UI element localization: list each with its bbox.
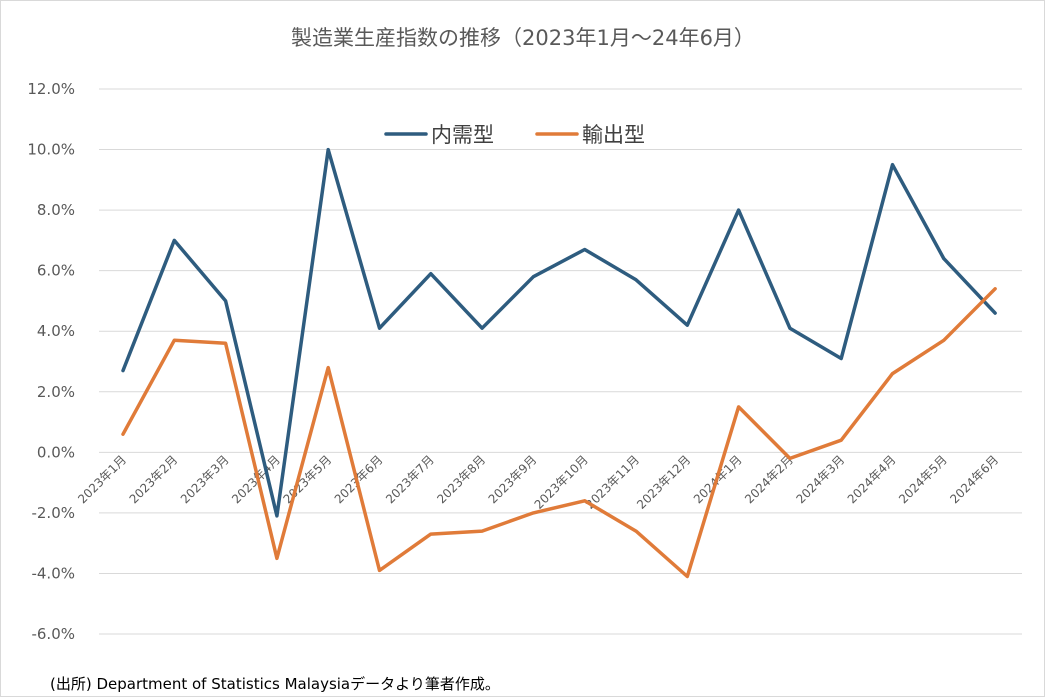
data-point bbox=[942, 338, 946, 342]
series-lines bbox=[121, 147, 997, 579]
footnote: (出所) Department of Statistics Malaysiaデー… bbox=[50, 675, 500, 693]
series-line-1 bbox=[121, 147, 997, 518]
data-point bbox=[121, 369, 125, 373]
data-point bbox=[275, 556, 279, 560]
x-tick-label: 2023年2月 bbox=[127, 453, 181, 507]
legend-label: 輸出型 bbox=[582, 123, 645, 147]
x-tick-label: 2023年9月 bbox=[486, 453, 540, 507]
x-tick-label: 2023年3月 bbox=[178, 453, 232, 507]
gridlines bbox=[99, 88, 1022, 635]
legend: 内需型 輸出型 bbox=[384, 123, 645, 147]
data-point bbox=[326, 366, 330, 370]
data-point bbox=[788, 456, 792, 460]
data-point bbox=[634, 529, 638, 533]
data-point bbox=[378, 326, 382, 330]
data-point bbox=[583, 499, 587, 503]
data-point bbox=[839, 356, 843, 360]
data-point bbox=[531, 275, 535, 279]
x-tick-label: 2024年2月 bbox=[742, 453, 796, 507]
data-point bbox=[378, 568, 382, 572]
data-point bbox=[891, 163, 895, 167]
data-point bbox=[275, 514, 279, 518]
y-tick-label: 0.0% bbox=[37, 443, 75, 461]
data-point bbox=[634, 278, 638, 282]
y-tick-label: -4.0% bbox=[31, 564, 75, 582]
series-line-2 bbox=[121, 287, 997, 579]
x-tick-label: 2023年5月 bbox=[280, 453, 334, 507]
data-point bbox=[480, 326, 484, 330]
data-point bbox=[942, 257, 946, 261]
data-point bbox=[480, 529, 484, 533]
x-tick-label: 2023年8月 bbox=[434, 453, 488, 507]
y-axis-ticks: 12.0% 10.0% 8.0% 6.0% 4.0% 2.0% 0.0% -2.0% -4.0%… bbox=[27, 80, 75, 643]
y-tick-label: 2.0% bbox=[37, 383, 75, 401]
data-point bbox=[121, 432, 125, 436]
x-tick-label: 2024年4月 bbox=[845, 453, 899, 507]
data-point bbox=[993, 311, 997, 315]
data-point bbox=[685, 574, 689, 578]
y-tick-label: -6.0% bbox=[31, 625, 75, 643]
data-point bbox=[224, 299, 228, 303]
x-tick-label: 2023年7月 bbox=[383, 453, 437, 507]
x-tick-label: 2024年3月 bbox=[793, 453, 847, 507]
data-point bbox=[531, 511, 535, 515]
y-tick-label: 12.0% bbox=[27, 80, 75, 98]
x-tick-label: 2024年6月 bbox=[947, 453, 1001, 507]
data-point bbox=[224, 341, 228, 345]
y-tick-label: 8.0% bbox=[37, 201, 75, 219]
y-tick-label: 10.0% bbox=[27, 141, 75, 159]
x-axis-ticks: 2023年1月2023年2月2023年3月2023年4月2023年5月2023年… bbox=[75, 453, 1001, 512]
data-point bbox=[685, 323, 689, 327]
data-point bbox=[583, 247, 587, 251]
data-point bbox=[839, 438, 843, 442]
legend-label: 内需型 bbox=[431, 123, 494, 147]
data-point bbox=[326, 148, 330, 152]
chart-title: 製造業生産指数の推移（2023年1月〜24年6月） bbox=[291, 26, 755, 50]
x-tick-label: 2024年5月 bbox=[896, 453, 950, 507]
data-point bbox=[429, 532, 433, 536]
y-tick-label: -2.0% bbox=[31, 504, 75, 522]
y-tick-label: 4.0% bbox=[37, 322, 75, 340]
data-point bbox=[172, 238, 176, 242]
x-tick-label: 2023年1月 bbox=[75, 453, 129, 507]
data-point bbox=[172, 338, 176, 342]
data-point bbox=[429, 272, 433, 276]
data-point bbox=[993, 287, 997, 291]
x-tick-label: 2023年6月 bbox=[332, 453, 386, 507]
x-tick-label: 2023年12月 bbox=[634, 453, 693, 512]
data-point bbox=[737, 208, 741, 212]
data-point bbox=[737, 405, 741, 409]
x-tick-label: 2023年4月 bbox=[229, 453, 283, 507]
data-point bbox=[891, 372, 895, 376]
data-point bbox=[788, 326, 792, 330]
y-tick-label: 6.0% bbox=[37, 262, 75, 280]
